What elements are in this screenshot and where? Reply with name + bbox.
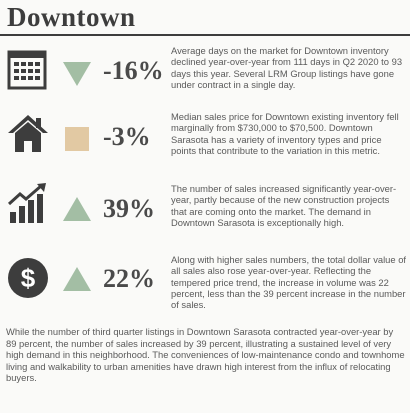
- stat-row-sales-volume: $ 22% Along with higher sales numbers, t…: [0, 252, 410, 322]
- page-header: Downtown: [0, 0, 410, 38]
- trend-up-indicator: [62, 194, 92, 224]
- trend-up-indicator: [62, 264, 92, 294]
- stat-description: Average days on the market for Downtown …: [171, 45, 403, 90]
- summary-paragraph: While the number of third quarter listin…: [6, 326, 405, 384]
- bar-chart-growth-icon: [6, 182, 50, 226]
- stat-value: -3%: [103, 122, 151, 151]
- svg-text:$: $: [21, 263, 36, 293]
- stat-description: The number of sales increased significan…: [171, 183, 397, 228]
- stat-description: Along with higher sales numbers, the tot…: [171, 254, 407, 311]
- stat-row-days-on-market: -16% Average days on the market for Down…: [0, 42, 410, 104]
- stat-row-median-price: -3% Median sales price for Downtown exis…: [0, 108, 410, 170]
- dollar-coin-icon: $: [6, 256, 50, 300]
- trend-down-indicator: [62, 59, 92, 89]
- calendar-icon: [6, 48, 50, 92]
- stat-description: Median sales price for Downtown existing…: [171, 111, 399, 156]
- stat-value: 39%: [103, 194, 155, 223]
- stat-value: -16%: [103, 56, 164, 85]
- stat-value: 22%: [103, 264, 155, 293]
- trend-flat-indicator: [62, 125, 92, 155]
- stat-row-number-of-sales: 39% The number of sales increased signif…: [0, 180, 410, 248]
- title-underline: [0, 34, 410, 36]
- page-title: Downtown: [7, 2, 136, 32]
- house-icon: [6, 112, 50, 156]
